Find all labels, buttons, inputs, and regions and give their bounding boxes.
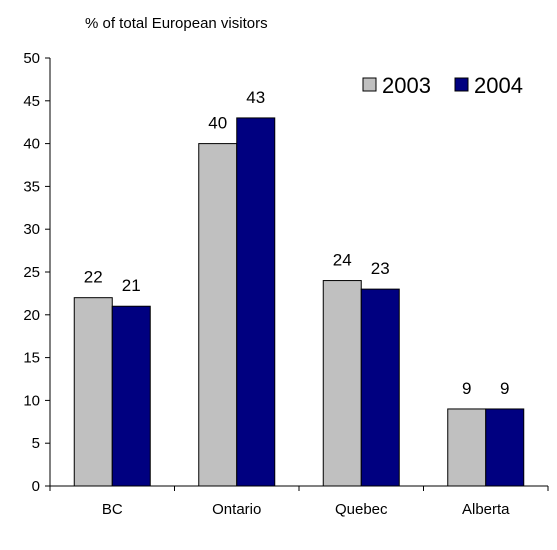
legend-label: 2003 bbox=[382, 73, 431, 98]
data-label: 40 bbox=[208, 114, 227, 133]
data-label: 9 bbox=[462, 379, 471, 398]
y-axis-title: % of total European visitors bbox=[85, 15, 268, 32]
y-tick-label: 10 bbox=[23, 392, 40, 409]
legend-swatch-2003 bbox=[362, 77, 377, 92]
y-tick-label: 30 bbox=[23, 221, 40, 238]
y-tick-label: 15 bbox=[23, 350, 40, 367]
legend: 2003 2004 bbox=[362, 73, 523, 98]
data-label: 24 bbox=[333, 251, 352, 270]
data-label: 22 bbox=[84, 268, 103, 287]
bar-2004-quebec bbox=[360, 288, 400, 487]
x-tick-label: BC bbox=[102, 501, 123, 518]
y-tick-label: 20 bbox=[23, 307, 40, 324]
y-tick-label: 25 bbox=[23, 264, 40, 281]
x-tick-label: Ontario bbox=[212, 501, 261, 518]
bar-2003-ontario bbox=[198, 143, 238, 487]
bar-2004-bc bbox=[111, 305, 151, 487]
x-tick-label: Quebec bbox=[335, 501, 388, 518]
y-tick-label: 0 bbox=[32, 478, 40, 495]
bar-2003-quebec bbox=[322, 280, 362, 487]
bar-2003-bc bbox=[73, 297, 113, 487]
x-tick-label: Alberta bbox=[462, 501, 510, 518]
y-tick-label: 35 bbox=[23, 178, 40, 195]
bar-2004-alberta bbox=[485, 408, 525, 487]
y-tick-label: 45 bbox=[23, 93, 40, 110]
data-label: 9 bbox=[500, 379, 509, 398]
bar-2004-ontario bbox=[236, 117, 276, 487]
plot-area: 0 5 10 15 20 25 30 35 40 45 50 22 21 BC 40 43 Ontario 24 2… bbox=[23, 50, 549, 518]
legend-swatch-2004 bbox=[454, 77, 469, 92]
data-label: 21 bbox=[122, 276, 141, 295]
bar-2003-alberta bbox=[447, 408, 487, 487]
data-label: 23 bbox=[371, 259, 390, 278]
y-tick-label: 5 bbox=[32, 435, 40, 452]
y-tick-label: 40 bbox=[23, 136, 40, 153]
data-label: 43 bbox=[246, 88, 265, 107]
y-tick-label: 50 bbox=[23, 50, 40, 67]
legend-label: 2004 bbox=[474, 73, 523, 98]
